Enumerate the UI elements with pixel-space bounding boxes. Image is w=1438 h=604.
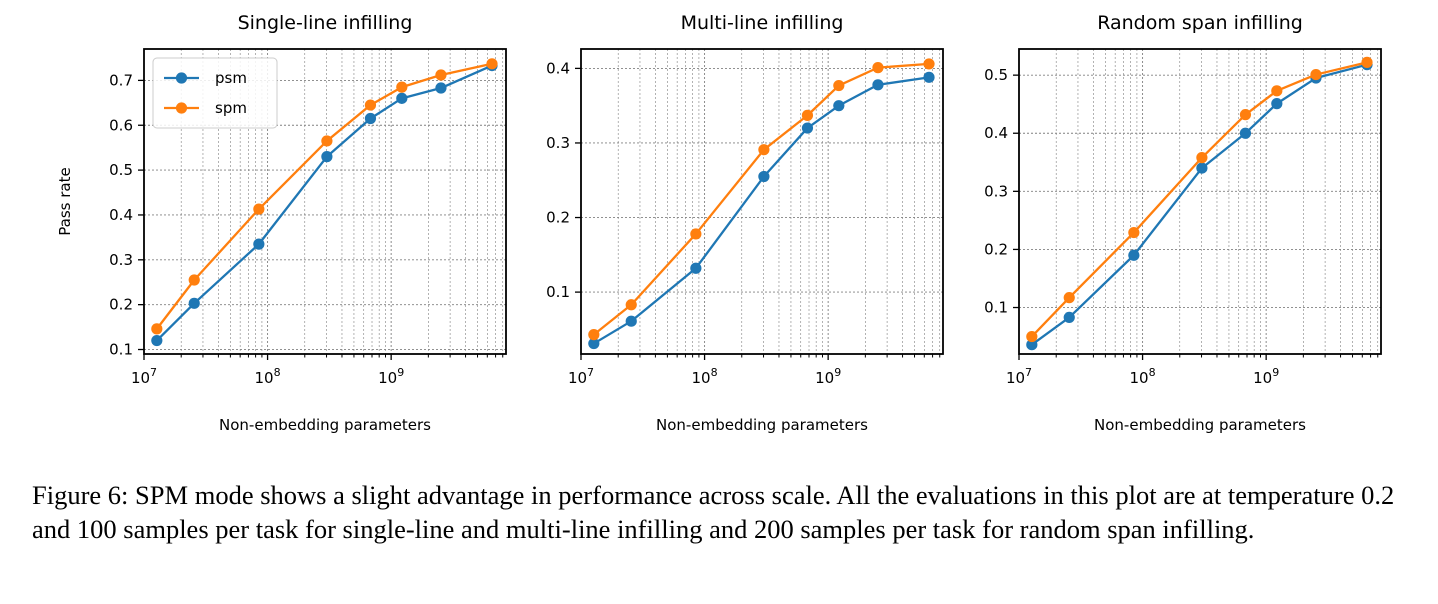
data-point-psm [588,337,600,350]
chart-title: Multi-line infilling [681,12,844,34]
data-point-spm [1063,292,1075,304]
data-point-spm [1128,226,1140,239]
series-line-spm [593,62,930,336]
data-point-psm [435,82,447,94]
y-tick-label: 0.5 [984,66,1008,84]
chart-title: Random span infilling [1097,12,1303,34]
y-tick-label: 0.5 [109,161,133,179]
data-point-psm [188,297,200,309]
data-point-psm [923,71,935,83]
y-axis-label: Pass rate [56,167,74,235]
data-point-spm [188,274,200,286]
data-point-psm [833,100,845,112]
x-tick-label: 109 [378,366,404,387]
legend-marker-psm [175,72,188,84]
data-point-spm [1310,68,1322,81]
data-point-psm [151,334,163,347]
data-point-spm [1361,56,1373,68]
data-point-psm [1196,162,1208,174]
data-point-spm [801,109,814,121]
data-point-spm [923,58,935,70]
data-point-spm [872,62,884,74]
x-tick-label: 109 [1253,366,1279,387]
y-tick-label: 0.4 [984,124,1008,142]
data-point-psm [321,151,333,163]
figure: 107 108 109 0.1 0.2 0.3 0.4 0.5 0.6 0.7 Single-lin… [56,12,1382,434]
series-line-psm [593,76,930,345]
y-tick-label: 0.3 [984,182,1008,200]
data-point-psm [872,79,884,91]
x-axis-label: Non-embedding parameters [219,416,431,434]
panel-random-span-infilling: 107 108 109 0.1 0.2 0.3 0.4 0.5 Random span infi… [984,12,1382,434]
data-point-psm [1063,311,1075,323]
y-tick-label: 0.2 [546,209,570,227]
panel-multi-line-infilling: 107 108 109 0.1 0.2 0.3 0.4 Multi-line infillin… [546,12,944,434]
data-point-psm [1271,98,1283,110]
data-point-spm [1026,330,1038,343]
plot-frame [580,48,944,355]
x-tick-label: 107 [568,366,594,387]
data-point-spm [486,58,498,70]
y-tick-label: 0.3 [546,134,570,152]
y-tick-label: 0.2 [984,240,1008,258]
x-axis-label: Non-embedding parameters [1094,416,1306,434]
plot-frame [1018,48,1382,355]
data-point-psm [1026,339,1038,351]
x-tick-label: 107 [131,366,157,387]
data-point-psm [253,238,265,250]
data-point-psm [801,122,814,134]
series-line-spm [1031,61,1368,338]
figure-caption: Figure 6: SPM mode shows a slight advant… [32,480,1395,544]
data-point-spm [690,228,702,240]
data-point-spm [321,135,333,147]
y-tick-label: 0.3 [109,251,133,269]
data-point-spm [1196,152,1208,164]
data-point-spm [364,99,377,111]
data-point-spm [396,81,408,93]
y-tick-label: 0.6 [109,116,133,134]
y-tick-label: 0.2 [109,296,133,314]
data-point-psm [1239,127,1252,139]
x-tick-label: 108 [255,366,281,387]
y-tick-label: 0.1 [984,299,1008,317]
legend-label-spm: spm [215,99,247,117]
data-point-spm [625,299,637,311]
data-point-spm [151,323,163,335]
x-tick-label: 109 [815,366,841,387]
data-point-psm [758,170,770,183]
y-tick-label: 0.4 [546,59,570,77]
series-line-spm [155,62,493,330]
data-point-spm [588,329,600,341]
data-point-spm [833,79,845,92]
data-point-spm [435,69,447,81]
x-axis-label: Non-embedding parameters [656,416,868,434]
chart-title: Single-line infilling [238,12,413,34]
data-point-psm [1128,249,1140,261]
x-tick-label: 108 [1130,366,1156,387]
data-point-psm [396,92,408,104]
legend: psm spm [152,57,278,129]
data-point-psm [364,112,377,125]
data-point-spm [1271,85,1283,97]
plot-frame [143,48,507,355]
data-point-psm [625,315,637,327]
series-line-psm [156,64,493,342]
data-point-spm [1239,109,1252,121]
x-tick-label: 107 [1006,366,1032,387]
x-tick-label: 108 [692,366,718,387]
data-point-psm [690,262,702,274]
data-point-spm [253,203,265,215]
legend-label-psm: psm [215,69,247,87]
y-tick-label: 0.7 [109,71,133,89]
data-point-spm [758,144,770,156]
y-tick-label: 0.1 [546,283,570,301]
series-line-psm [1031,63,1368,346]
y-tick-label: 0.1 [109,341,133,359]
y-tick-label: 0.4 [109,206,133,224]
legend-marker-spm [175,102,188,114]
panel-single-line-infilling: 107 108 109 0.1 0.2 0.3 0.4 0.5 0.6 0.7 Single-lin… [56,12,507,434]
